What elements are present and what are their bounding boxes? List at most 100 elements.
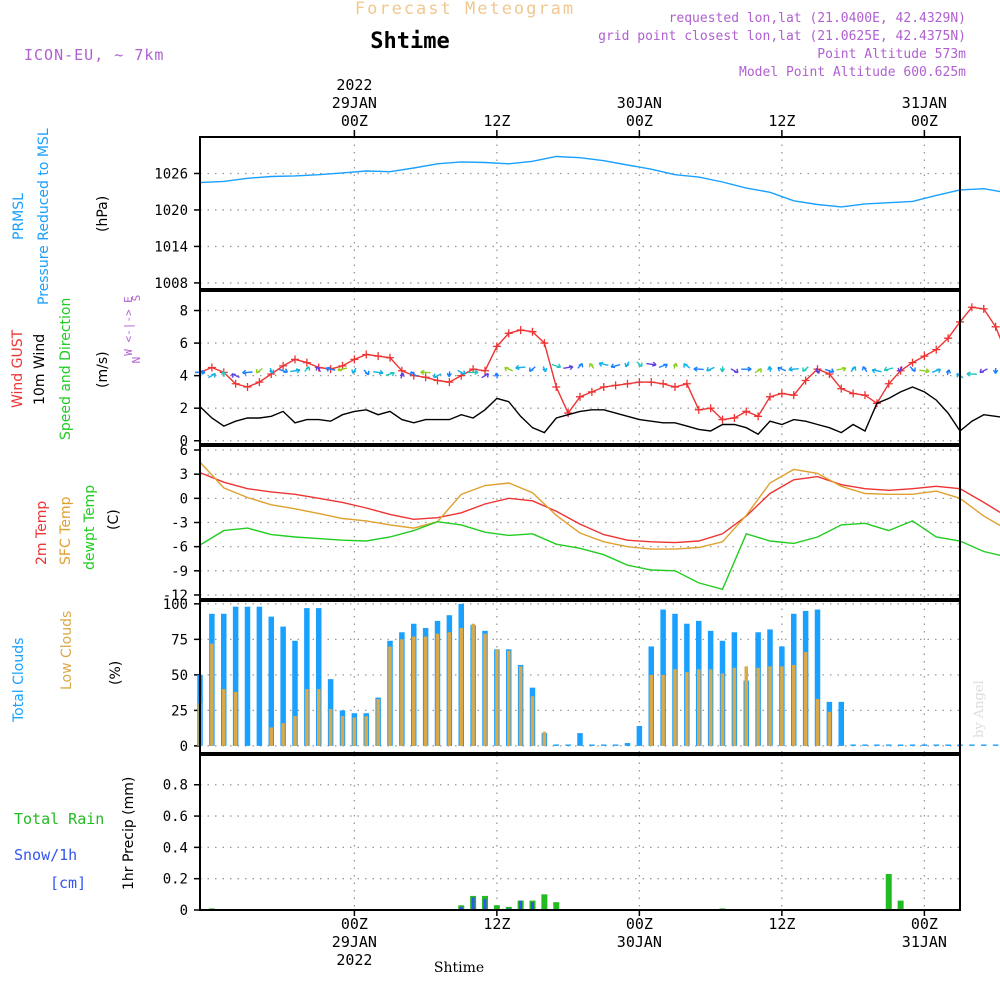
wind-arrow xyxy=(897,366,903,373)
y-tick-label: 2 xyxy=(180,401,188,417)
wind-arrow xyxy=(624,361,630,368)
total-cloud-bar xyxy=(969,744,975,746)
total-cloud-bar xyxy=(256,606,263,746)
rain-bar xyxy=(885,873,892,910)
bottom-time-label: 29JAN xyxy=(332,933,377,951)
temp-sfc-line xyxy=(199,461,1000,550)
total-cloud-bar xyxy=(565,744,571,746)
gust-point xyxy=(421,373,430,382)
low-cloud-bar xyxy=(649,674,653,746)
low-cloud-bar xyxy=(376,699,380,746)
gust-point xyxy=(766,392,774,401)
wind-arrow xyxy=(719,366,726,373)
temp-sfc-label: SFC Temp xyxy=(58,496,74,565)
total-cloud-bar xyxy=(886,744,892,746)
wind-arrow xyxy=(231,373,240,379)
top-time-label: 2022 xyxy=(336,76,372,94)
gust-point xyxy=(516,326,525,335)
y-tick-label: 1020 xyxy=(154,203,188,219)
low-cloud-bar xyxy=(281,723,285,746)
gust-point xyxy=(362,350,371,359)
watermark: by Angel xyxy=(972,680,987,738)
compass-south: S xyxy=(130,295,143,302)
wind-10m-line xyxy=(199,386,1000,436)
gust-point xyxy=(991,322,1000,331)
gust-point xyxy=(599,383,608,392)
gust-point xyxy=(207,363,216,372)
wind-arrow xyxy=(304,366,311,373)
y-tick-label: 6 xyxy=(180,336,188,352)
wind-arrow xyxy=(850,366,857,373)
total-cloud-bar xyxy=(304,608,310,746)
low-cloud-bar xyxy=(305,689,309,746)
wind-arrow xyxy=(945,369,952,376)
gust-point xyxy=(552,383,561,392)
snow-bar xyxy=(471,897,475,910)
wind-arrow xyxy=(693,366,704,372)
top-time-label: 29JAN xyxy=(332,94,377,112)
snow-bar xyxy=(519,900,523,910)
gust-point xyxy=(789,391,798,400)
total-cloud-bar xyxy=(981,744,987,746)
wind-arrow xyxy=(446,371,452,378)
wind-arrow xyxy=(494,372,500,379)
snow-label: Snow/1h xyxy=(14,846,77,864)
low-cloud-bar xyxy=(364,716,368,746)
temp-2m-line xyxy=(199,471,1000,544)
prmsl-line xyxy=(199,155,1000,208)
bottom-time-label: 12Z xyxy=(768,915,795,933)
total-cloud-bar xyxy=(601,744,607,746)
low-cloud-bar xyxy=(352,717,357,746)
low-cloud-bar xyxy=(447,632,452,746)
y-tick-label: 6 xyxy=(180,443,188,459)
gust-point xyxy=(694,405,703,414)
low-cloud-bar xyxy=(827,711,832,746)
wind-arrow xyxy=(433,373,442,379)
wind-arrow xyxy=(919,368,930,374)
pressure-unit-label: (hPa) xyxy=(95,196,111,232)
wind-arrow xyxy=(931,368,942,374)
gust-point xyxy=(944,334,953,343)
wind-arrow xyxy=(706,366,715,372)
gust-point xyxy=(967,303,976,312)
low-cloud-bar xyxy=(661,674,665,746)
wind-arrow xyxy=(636,361,643,368)
total-cloud-bar xyxy=(636,726,643,746)
bottom-time-label: 12Z xyxy=(483,915,510,933)
gust-point xyxy=(979,304,988,313)
y-tick-label: -3 xyxy=(171,516,188,532)
low-cloud-bar xyxy=(697,669,701,746)
gust-point xyxy=(659,379,668,388)
wind-arrow xyxy=(730,368,739,374)
wind-arrow xyxy=(966,371,977,377)
y-tick-label: 100 xyxy=(163,597,188,613)
gust-point xyxy=(837,384,846,393)
wind-speed-dir-label: Speed and Direction xyxy=(58,298,74,440)
rain-bar xyxy=(553,902,560,910)
low-cloud-bar xyxy=(815,699,820,746)
y-tick-label: 0 xyxy=(180,491,188,507)
model-label: ICON-EU, ~ 7km xyxy=(24,46,164,64)
panel-frame xyxy=(199,600,961,754)
low-cloud-bar xyxy=(222,689,226,746)
gust-point xyxy=(243,383,252,392)
location-title: Shtime xyxy=(370,29,449,54)
total-cloud-bar xyxy=(862,744,868,746)
total-cloud-bar xyxy=(268,616,274,746)
gust-point xyxy=(528,327,537,336)
bottom-time-label: 00Z xyxy=(626,915,653,933)
wind-arrow xyxy=(754,368,763,374)
gust-point xyxy=(861,391,869,400)
wind-arrow xyxy=(269,367,275,374)
panel-frame xyxy=(199,445,961,600)
gust-point xyxy=(492,342,501,351)
wind-arrow xyxy=(683,363,691,369)
top-time-label: 00Z xyxy=(341,112,368,130)
low-cloud-bar xyxy=(269,727,273,746)
low-cloud-bar xyxy=(317,689,321,746)
gust-point xyxy=(504,329,513,338)
top-time-label: 12Z xyxy=(483,112,510,130)
gust-point xyxy=(611,381,620,390)
low-cloud-bar xyxy=(328,708,333,746)
gust-point xyxy=(433,376,442,385)
